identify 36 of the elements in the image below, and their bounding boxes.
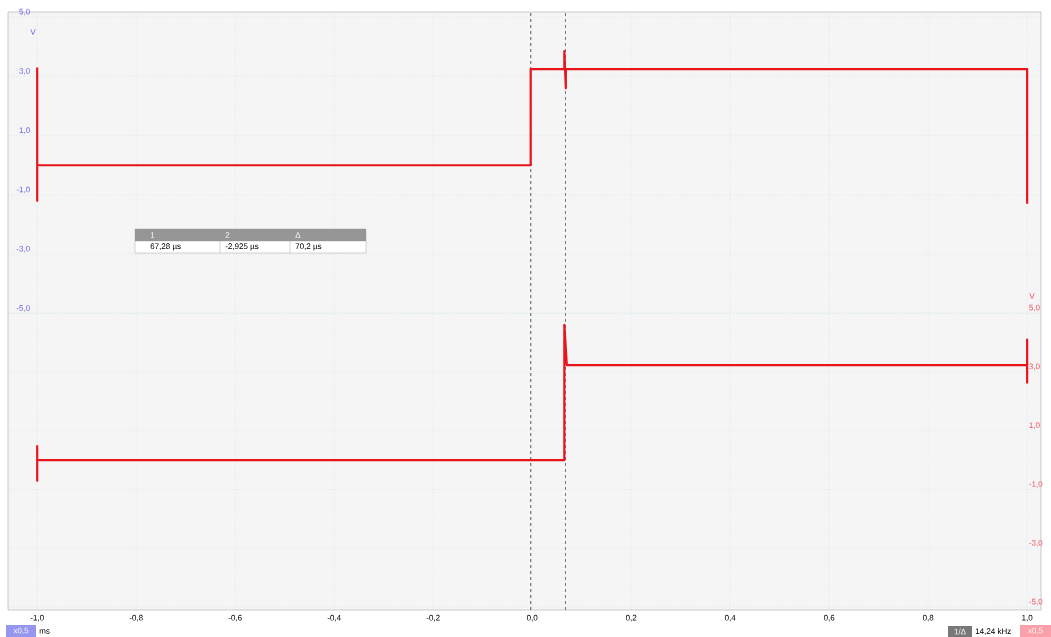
y2-tick-label: 1,0 xyxy=(1029,422,1040,429)
text: 1/Δ xyxy=(954,628,966,635)
y2-tick-label: -5,0 xyxy=(1029,598,1043,606)
y-tick-label: -3,0 xyxy=(16,245,30,253)
x-tick-label: 1,0 xyxy=(1022,614,1033,622)
x-axis-title: ms xyxy=(39,629,50,634)
y-tick-label: 5,0 xyxy=(19,8,30,16)
x-tick-label: 0,4 xyxy=(724,614,736,622)
text: x0,5 xyxy=(13,627,29,635)
annotation: 1 xyxy=(150,232,155,238)
text: 14,24 kHz xyxy=(975,628,1011,635)
y2-tick-label: 5,0 xyxy=(1029,304,1040,312)
x-tick-label: -0,2 xyxy=(426,614,440,622)
y-tick-label: -5,0 xyxy=(16,305,30,312)
x-tick-label: 0,6 xyxy=(823,614,835,622)
annotation: -2,925 µs xyxy=(225,243,259,251)
y-tick-label: 3,0 xyxy=(19,68,30,75)
y2-tick-label: -3,0 xyxy=(1029,539,1043,547)
y2-tick-label: -1,0 xyxy=(1029,481,1043,488)
x-tick-label: -0,8 xyxy=(129,614,143,622)
y2-tick-label: 3,0 xyxy=(1029,363,1040,371)
y-tick-label: 1,0 xyxy=(19,127,30,134)
y2-axis-title: V xyxy=(1029,293,1035,299)
x-tick-label: -0,4 xyxy=(327,614,341,622)
x-tick-label: 0,0 xyxy=(526,614,538,622)
y-tick-label: -1,0 xyxy=(16,186,30,194)
x-tick-label: -1,0 xyxy=(30,614,44,622)
annotation: 70,2 µs xyxy=(295,243,322,251)
x-tick-label: -0,6 xyxy=(228,614,242,622)
annotation: 2 xyxy=(225,232,230,238)
annotation: Δ xyxy=(295,232,301,238)
x-tick-label: 0,8 xyxy=(922,614,934,622)
x-tick-label: 0,2 xyxy=(625,614,637,622)
annotation: 67,28 µs xyxy=(150,243,181,251)
y-axis-title: V xyxy=(30,29,36,35)
text: x0,5 xyxy=(1028,627,1043,635)
